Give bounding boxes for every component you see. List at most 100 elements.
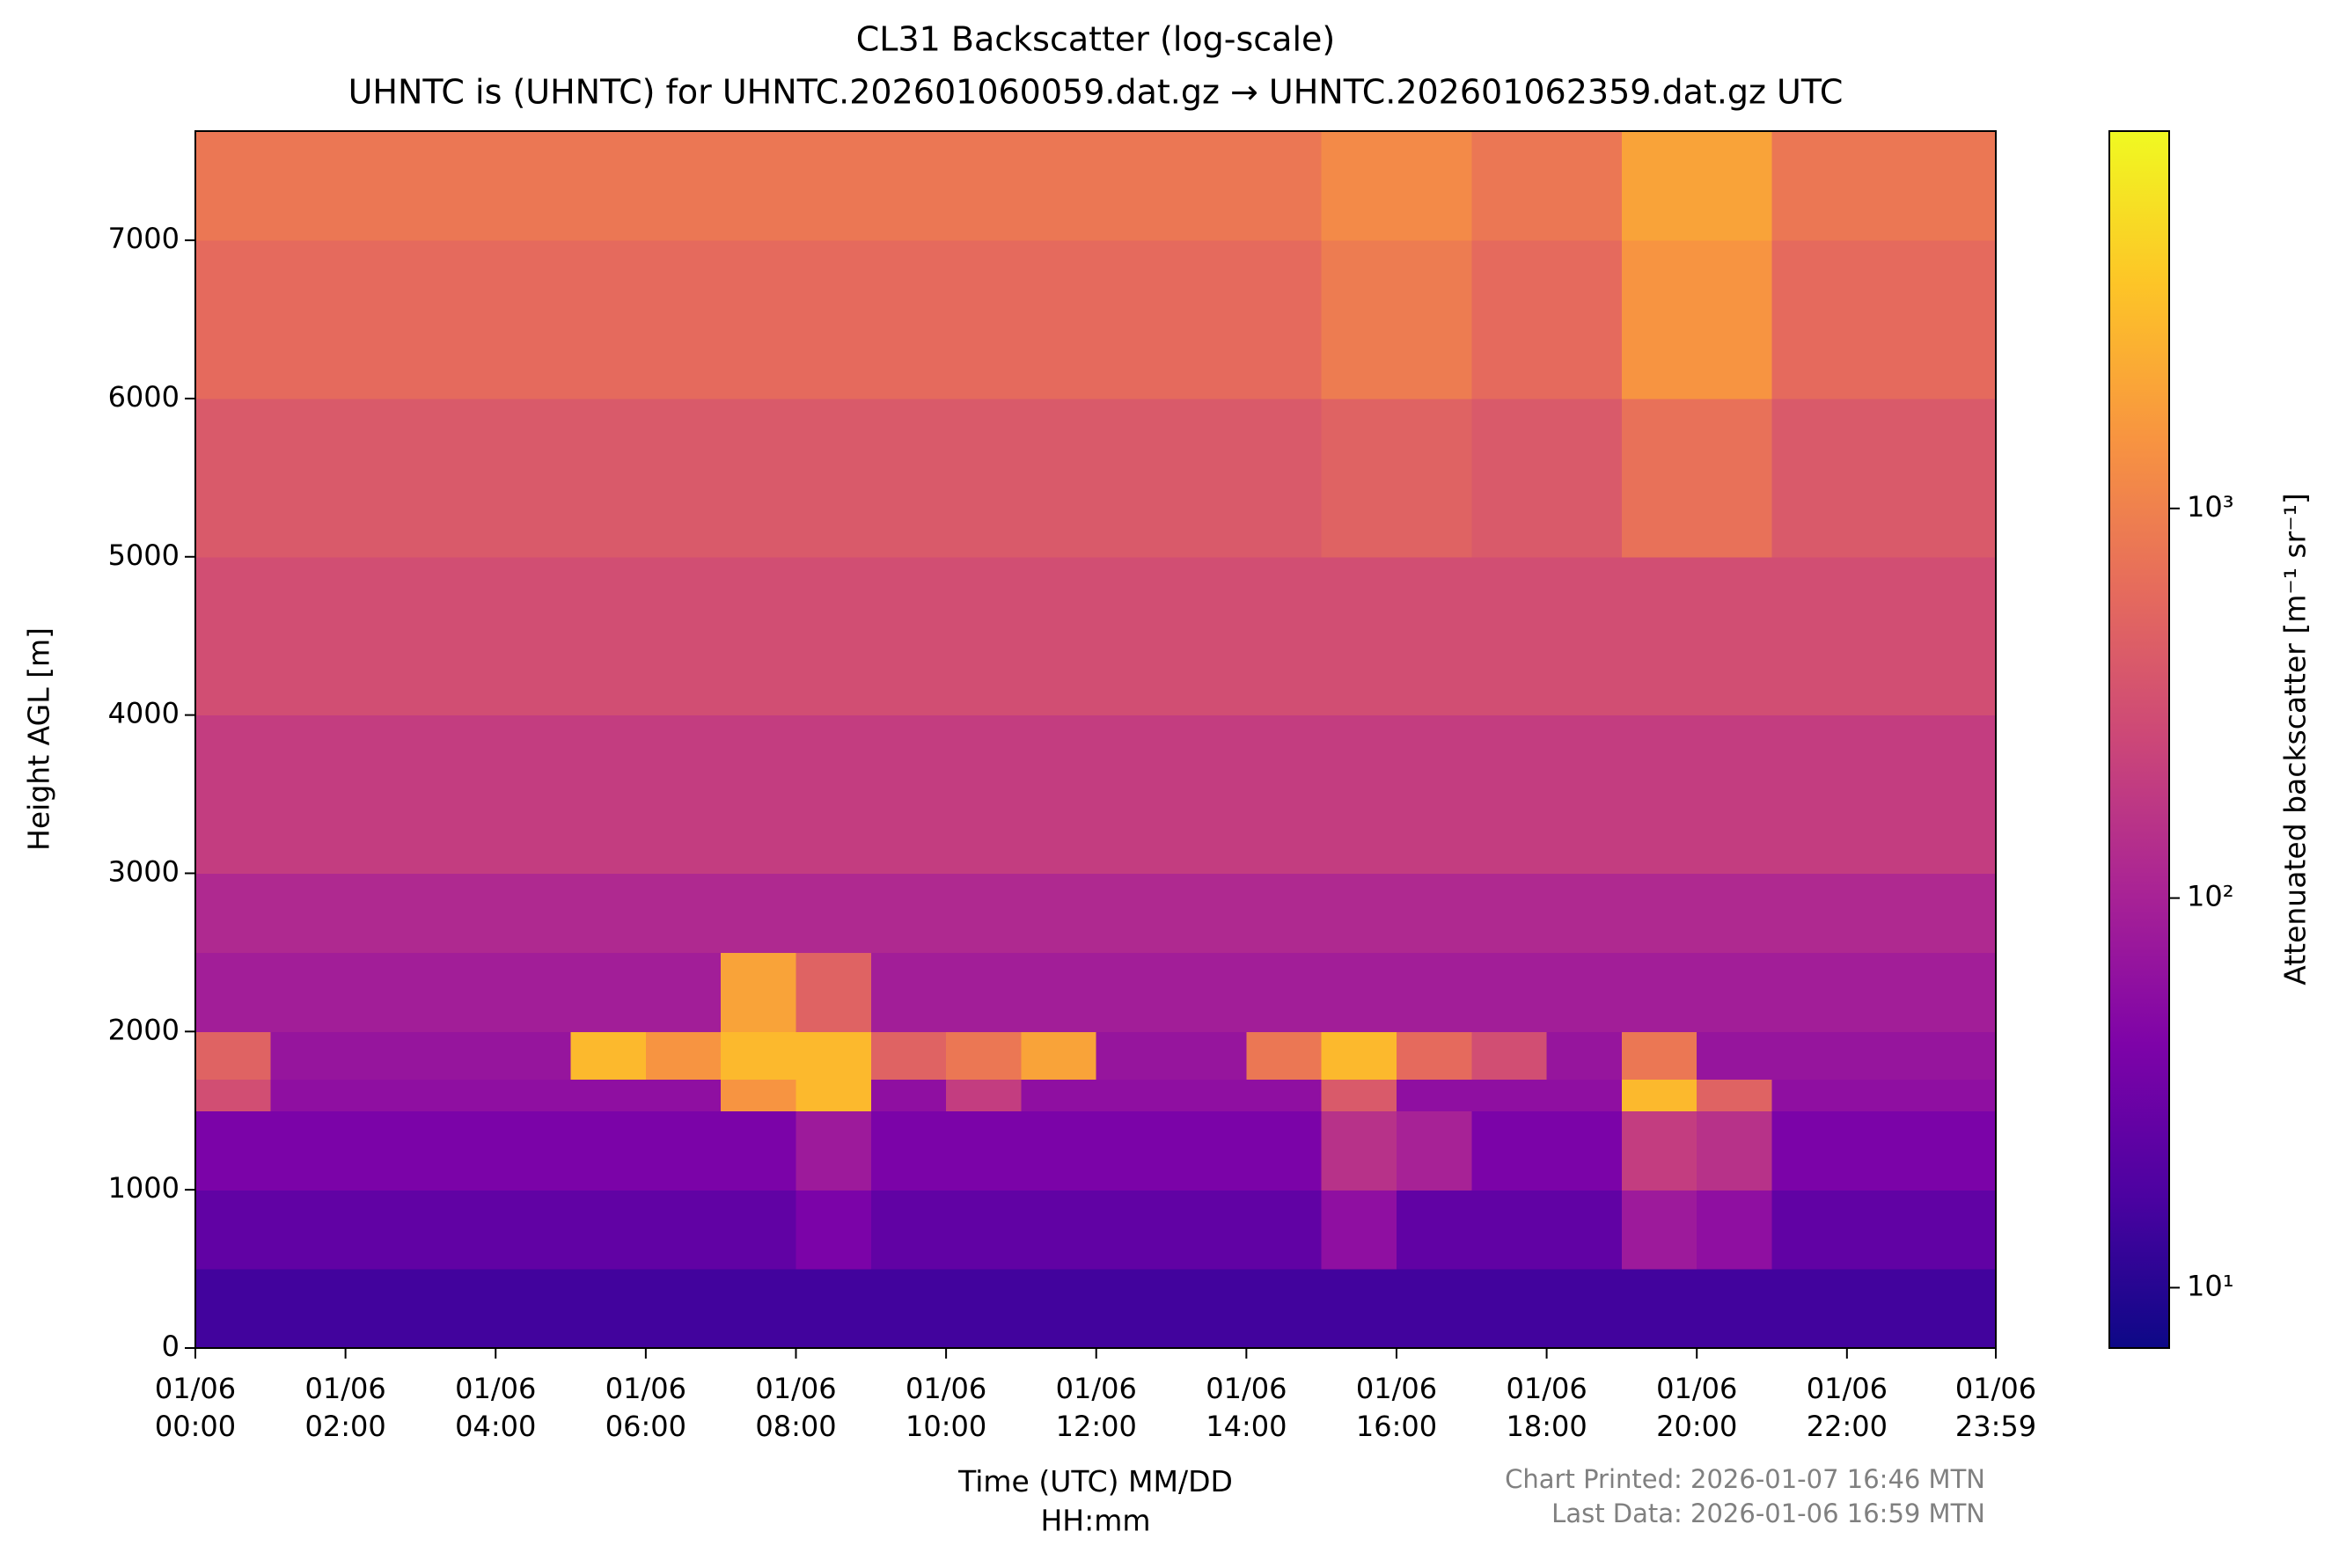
heatmap-cell bbox=[796, 1079, 872, 1111]
heatmap-cell bbox=[345, 952, 422, 1032]
heatmap-cell bbox=[420, 1110, 496, 1191]
x-tick-label: 01/06 00:00 bbox=[155, 1372, 236, 1443]
heatmap-cell bbox=[345, 131, 422, 241]
heatmap-cell bbox=[420, 131, 496, 241]
heatmap-cell bbox=[1471, 952, 1548, 1032]
heatmap-cell bbox=[1846, 714, 1923, 875]
heatmap-cell bbox=[1697, 1269, 1773, 1349]
heatmap-cell bbox=[1922, 556, 1997, 716]
heatmap-cell bbox=[1546, 952, 1623, 1032]
heatmap-cell bbox=[495, 131, 572, 241]
heatmap-cell bbox=[1021, 714, 1097, 875]
heatmap-cell bbox=[1846, 873, 1923, 953]
heatmap bbox=[195, 131, 1997, 1349]
heatmap-cell bbox=[1546, 1190, 1623, 1270]
heatmap-cell bbox=[1321, 398, 1397, 558]
heatmap-cell bbox=[946, 240, 1023, 399]
heatmap-cell bbox=[645, 556, 722, 716]
x-tick-label: 01/06 20:00 bbox=[1656, 1372, 1737, 1443]
heatmap-cell bbox=[1021, 1031, 1097, 1080]
x-tick-label: 01/06 12:00 bbox=[1056, 1372, 1137, 1443]
heatmap-cell bbox=[1922, 1079, 1997, 1111]
heatmap-cell bbox=[721, 398, 797, 558]
heatmap-cell bbox=[1846, 240, 1923, 399]
heatmap-cell bbox=[1922, 873, 1997, 953]
heatmap-cell bbox=[195, 131, 271, 241]
heatmap-cell bbox=[721, 556, 797, 716]
x-tick-label: 01/06 04:00 bbox=[455, 1372, 536, 1443]
heatmap-cell bbox=[1697, 240, 1773, 399]
heatmap-cell bbox=[721, 1269, 797, 1349]
heatmap-cell bbox=[420, 556, 496, 716]
heatmap-cell bbox=[420, 714, 496, 875]
heatmap-cell bbox=[1621, 1110, 1697, 1191]
heatmap-cell bbox=[1471, 1269, 1548, 1349]
heatmap-cell bbox=[645, 873, 722, 953]
heatmap-cell bbox=[796, 240, 872, 399]
heatmap-cell bbox=[1846, 1031, 1923, 1080]
heatmap-cell bbox=[345, 398, 422, 558]
heatmap-cell bbox=[420, 952, 496, 1032]
heatmap-cell bbox=[1846, 398, 1923, 558]
heatmap-cell bbox=[1471, 131, 1548, 241]
heatmap-cell bbox=[1546, 398, 1623, 558]
heatmap-cell bbox=[1246, 131, 1323, 241]
chart-subtitle: UHNTC is (UHNTC) for UHNTC.202601060059.… bbox=[348, 73, 1844, 112]
heatmap-cell bbox=[946, 1031, 1023, 1080]
heatmap-cell bbox=[420, 398, 496, 558]
heatmap-cell bbox=[270, 1110, 347, 1191]
heatmap-cell bbox=[796, 952, 872, 1032]
heatmap-cell bbox=[1246, 952, 1323, 1032]
heatmap-cell bbox=[1471, 1110, 1548, 1191]
heatmap-cell bbox=[195, 1190, 271, 1270]
heatmap-cell bbox=[1246, 398, 1323, 558]
x-tick-label: 01/06 18:00 bbox=[1506, 1372, 1587, 1443]
heatmap-cell bbox=[195, 1031, 271, 1080]
heatmap-cell bbox=[270, 873, 347, 953]
heatmap-cell bbox=[1771, 240, 1848, 399]
heatmap-cell bbox=[1771, 556, 1848, 716]
heatmap-cell bbox=[645, 1031, 722, 1080]
heatmap-cell bbox=[721, 952, 797, 1032]
heatmap-cell bbox=[1096, 873, 1172, 953]
heatmap-cell bbox=[1321, 240, 1397, 399]
heatmap-cell bbox=[570, 1190, 647, 1270]
y-tick-label: 2000 bbox=[108, 1013, 180, 1046]
heatmap-cell bbox=[1246, 714, 1323, 875]
heatmap-cell bbox=[1697, 1110, 1773, 1191]
heatmap-cell bbox=[195, 952, 271, 1032]
heatmap-cell bbox=[1621, 398, 1697, 558]
heatmap-cell bbox=[1096, 131, 1172, 241]
heatmap-cell bbox=[1621, 556, 1697, 716]
heatmap-cell bbox=[1321, 873, 1397, 953]
heatmap-cell bbox=[1321, 1190, 1397, 1270]
heatmap-cell bbox=[1846, 1110, 1923, 1191]
y-tick-label: 5000 bbox=[108, 539, 180, 572]
heatmap-cell bbox=[796, 873, 872, 953]
heatmap-cell bbox=[1697, 952, 1773, 1032]
heatmap-cell bbox=[1546, 1031, 1623, 1080]
heatmap-cell bbox=[1321, 1031, 1397, 1080]
heatmap-cell bbox=[1021, 240, 1097, 399]
heatmap-cell bbox=[1546, 1269, 1623, 1349]
heatmap-cell bbox=[1621, 131, 1697, 241]
heatmap-cell bbox=[645, 1190, 722, 1270]
heatmap-cell bbox=[1096, 556, 1172, 716]
heatmap-cell bbox=[1546, 714, 1623, 875]
heatmap-cell bbox=[1246, 1269, 1323, 1349]
heatmap-cell bbox=[946, 398, 1023, 558]
heatmap-cell bbox=[1246, 1031, 1323, 1080]
heatmap-cell bbox=[1471, 873, 1548, 953]
heatmap-cell bbox=[570, 1031, 647, 1080]
heatmap-cell bbox=[1246, 1079, 1323, 1111]
heatmap-cell bbox=[721, 873, 797, 953]
heatmap-cell bbox=[796, 556, 872, 716]
heatmap-cell bbox=[1396, 1110, 1472, 1191]
heatmap-cell bbox=[1246, 1110, 1323, 1191]
y-axis-label: Height AGL [m] bbox=[22, 627, 56, 851]
heatmap-cell bbox=[195, 1110, 271, 1191]
heatmap-cell bbox=[570, 952, 647, 1032]
footnote: Last Data: 2026-01-06 16:59 MTN bbox=[1551, 1498, 1985, 1528]
heatmap-cell bbox=[1471, 556, 1548, 716]
colorbar-label: Attenuated backscatter [m⁻¹ sr⁻¹] bbox=[2278, 493, 2313, 985]
